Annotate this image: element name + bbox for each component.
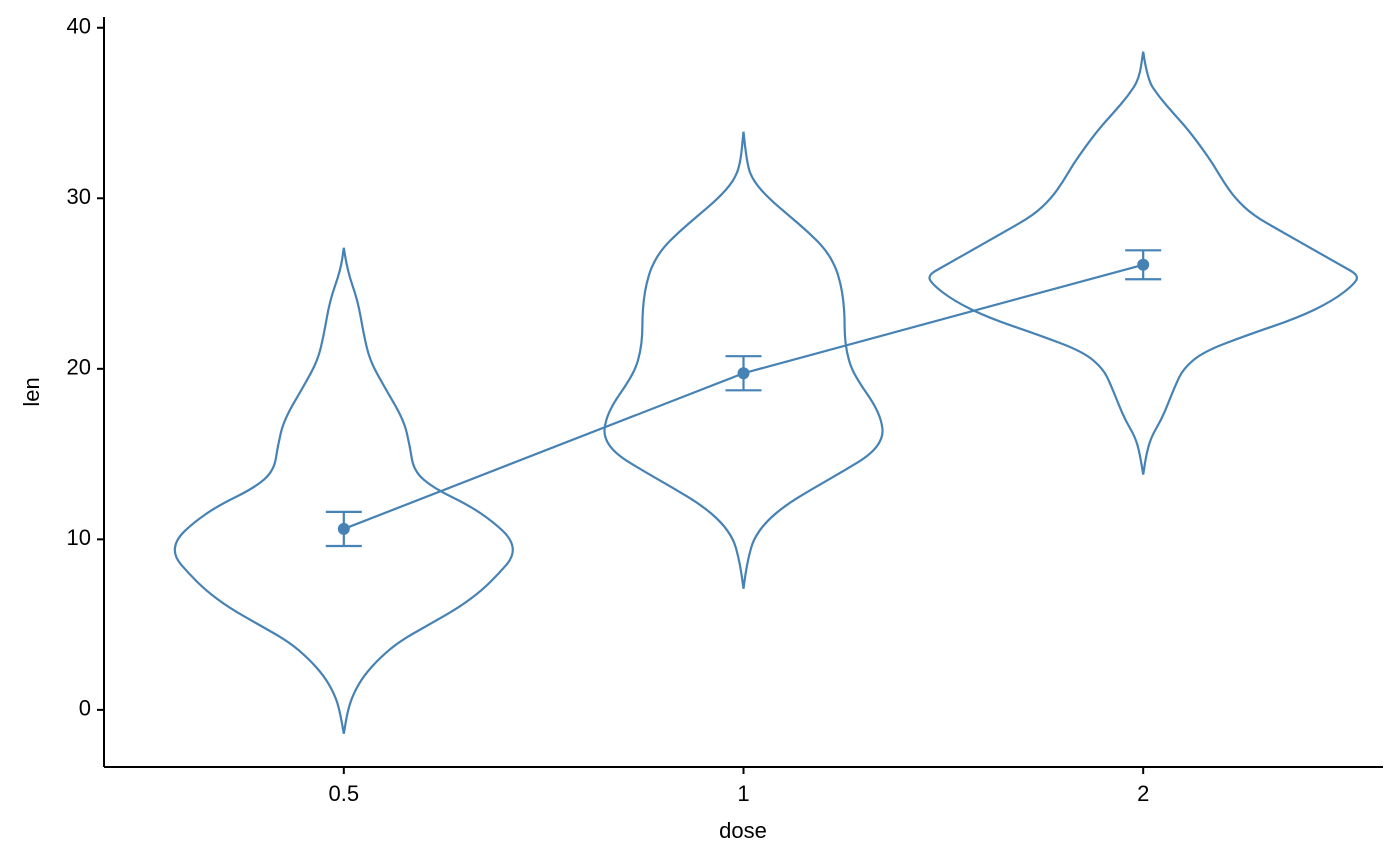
x-tick-label: 2 — [1137, 781, 1149, 806]
x-tick-label: 1 — [737, 781, 749, 806]
y-tick-label: 0 — [79, 696, 91, 721]
y-tick-label: 10 — [67, 525, 91, 550]
mean-point — [737, 367, 750, 380]
mean-line — [343, 263, 1144, 530]
y-axis-label: len — [19, 377, 44, 406]
x-axis-label: dose — [719, 818, 767, 843]
violin — [928, 51, 1358, 475]
y-tick-label: 20 — [67, 355, 91, 380]
mean-point — [1137, 258, 1150, 271]
violin — [603, 131, 884, 589]
y-tick-label: 40 — [67, 14, 91, 39]
violin — [173, 247, 514, 734]
y-tick-label: 30 — [67, 184, 91, 209]
x-tick-label: 0.5 — [329, 781, 360, 806]
mean-point — [337, 522, 350, 535]
